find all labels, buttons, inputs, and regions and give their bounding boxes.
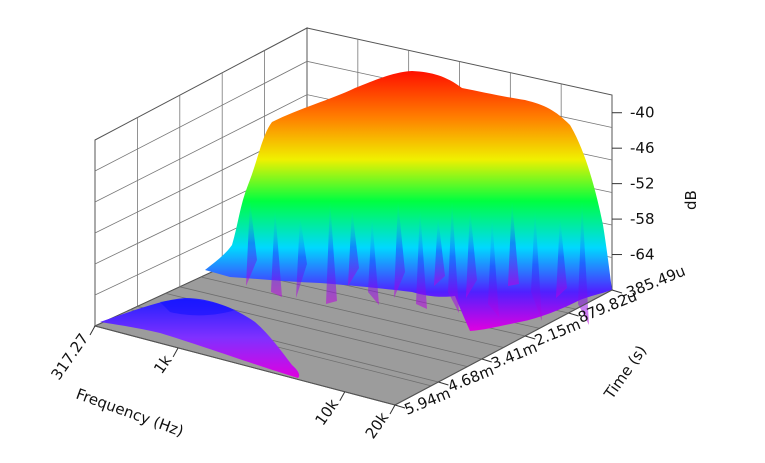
surface-streak bbox=[508, 200, 519, 286]
surface-streak bbox=[578, 200, 589, 325]
y-tick-mark bbox=[568, 312, 579, 317]
surface-streak bbox=[246, 200, 257, 286]
surface-streak bbox=[416, 208, 427, 309]
z-tick-label: -46 bbox=[630, 139, 655, 157]
surface-streaks bbox=[246, 200, 589, 325]
surface-streak bbox=[466, 208, 477, 298]
y-tick-mark bbox=[525, 335, 536, 340]
y-tick-mark bbox=[481, 358, 492, 363]
z-axis-title: dB bbox=[682, 190, 700, 210]
x-axis-title: Frequency (Hz) bbox=[74, 385, 186, 441]
x-tick-mark bbox=[389, 404, 396, 415]
z-ticks: -40 -46 -52 -58 -64 bbox=[612, 104, 655, 264]
y-axis-title: Time (s) bbox=[600, 342, 650, 403]
surface-front-lobe-highlight bbox=[160, 299, 235, 316]
surface-streak bbox=[434, 216, 445, 286]
surface-streak bbox=[394, 200, 405, 298]
x-tick-label: 317.27 bbox=[47, 330, 92, 383]
surface-streak bbox=[326, 200, 337, 304]
x-tick-label: 10k bbox=[311, 396, 342, 429]
x-tick-mark bbox=[339, 391, 346, 402]
z-tick-label: -52 bbox=[630, 175, 655, 193]
y-tick-mark bbox=[438, 381, 449, 386]
z-tick-label: -64 bbox=[630, 246, 655, 264]
surface-streak bbox=[368, 216, 379, 305]
surface-streak bbox=[448, 200, 459, 313]
x-tick-label: 1k bbox=[150, 352, 175, 378]
surface-front-lobe bbox=[100, 298, 300, 378]
floor-right-edge bbox=[394, 289, 613, 406]
surface-streak bbox=[296, 216, 307, 298]
floor-grid-line bbox=[200, 276, 504, 348]
surface-streak bbox=[531, 208, 542, 321]
surface-streak bbox=[348, 208, 359, 286]
x-tick-label: 20k bbox=[362, 409, 393, 442]
surface-streak bbox=[556, 216, 567, 298]
y-tick-mark bbox=[611, 289, 623, 294]
z-tick-label: -40 bbox=[630, 104, 655, 122]
surface-streak bbox=[488, 216, 499, 317]
x-tick-mark bbox=[89, 325, 96, 336]
floor-front-edge bbox=[94, 325, 396, 406]
y-tick-mark bbox=[394, 404, 406, 409]
z-tick-label: -58 bbox=[630, 210, 655, 228]
floor-grid-line bbox=[179, 286, 482, 360]
surface-streak bbox=[271, 208, 282, 297]
x-tick-mark bbox=[172, 347, 179, 358]
